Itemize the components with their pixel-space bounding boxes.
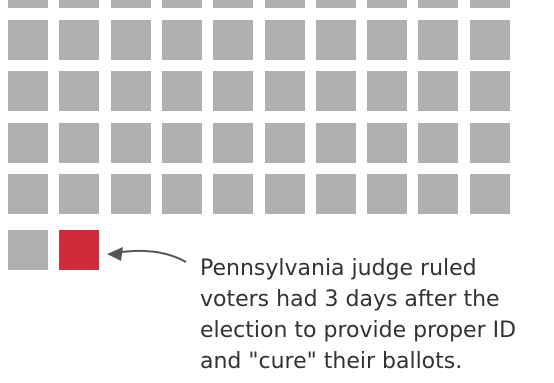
grid-square <box>8 20 48 60</box>
highlighted-square <box>59 230 100 270</box>
grid-square <box>161 20 202 60</box>
grid-square <box>59 0 100 8</box>
grid-square <box>264 71 305 111</box>
grid-square <box>315 123 356 163</box>
grid-square <box>110 174 151 214</box>
grid-square <box>367 71 408 111</box>
grid-square <box>110 0 151 8</box>
grid-square <box>264 20 305 60</box>
grid-square <box>110 20 151 60</box>
grid-square <box>264 0 305 8</box>
grid-square <box>213 0 254 8</box>
grid-square <box>469 174 510 214</box>
grid-square <box>469 0 510 8</box>
grid-square <box>315 174 356 214</box>
grid-square <box>315 20 356 60</box>
grid-square <box>213 71 254 111</box>
grid-square <box>367 20 408 60</box>
grid-square <box>110 71 151 111</box>
annotation-line-3: election to provide proper ID <box>200 318 517 343</box>
grid-square <box>161 174 202 214</box>
grid-square <box>59 174 100 214</box>
grid-square <box>367 123 408 163</box>
annotation-line-1: Pennsylvania judge ruled <box>200 256 477 281</box>
grid-square <box>469 20 510 60</box>
annotation-line-2: voters had 3 days after the <box>200 287 500 312</box>
grid-square <box>367 0 408 8</box>
grid-square <box>59 71 100 111</box>
annotation-line-4: and "cure" their ballots. <box>200 349 463 374</box>
grid-square <box>110 123 151 163</box>
grid-square <box>367 174 408 214</box>
grid-square <box>8 123 48 163</box>
grid-square <box>315 71 356 111</box>
grid-square <box>264 123 305 163</box>
grid-square <box>161 0 202 8</box>
grid-square <box>8 174 48 214</box>
grid-square <box>59 20 100 60</box>
grid-square <box>213 20 254 60</box>
grid-square <box>213 174 254 214</box>
grid-square <box>418 123 459 163</box>
grid-square <box>213 123 254 163</box>
grid-square <box>59 123 100 163</box>
grid-square <box>264 174 305 214</box>
annotation-text: Pennsylvania judge ruled voters had 3 da… <box>200 253 550 377</box>
grid-square <box>418 174 459 214</box>
grid-square <box>8 0 48 8</box>
grid-square <box>8 71 48 111</box>
grid-square <box>418 0 459 8</box>
grid-square <box>469 71 510 111</box>
grid-square <box>8 230 48 270</box>
grid-square <box>315 0 356 8</box>
grid-square <box>418 20 459 60</box>
grid-square <box>469 123 510 163</box>
grid-square <box>161 71 202 111</box>
grid-square <box>418 71 459 111</box>
grid-square <box>161 123 202 163</box>
